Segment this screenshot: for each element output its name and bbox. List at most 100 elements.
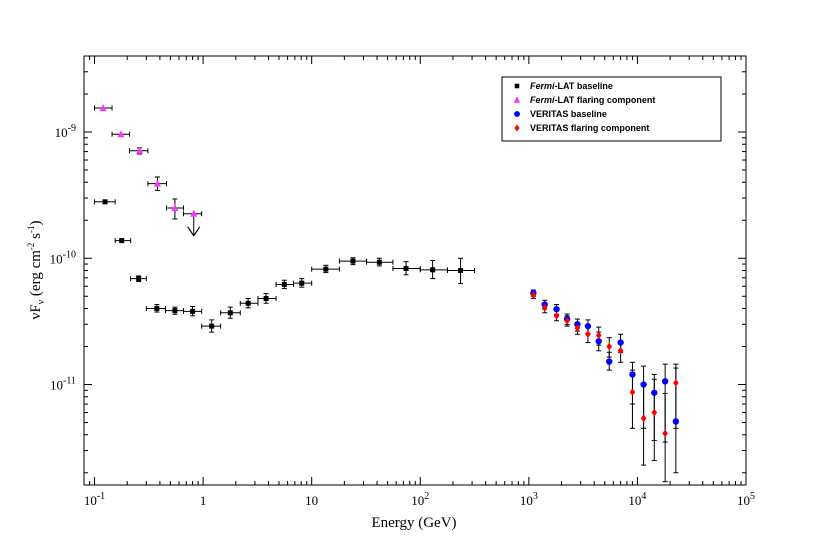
legend-entries: Fermi-LAT baseline Fermi-LAT flaring comp… — [513, 81, 655, 133]
fermi-lat-baseline-point — [136, 276, 142, 282]
legend-label: VERITAS flaring component — [530, 123, 649, 133]
x-tick-label-exp: 5 — [750, 491, 755, 502]
fermi-lat-flaring-component-point — [117, 130, 125, 138]
veritas-baseline-point — [595, 338, 602, 345]
x-tick-label-base: 10 — [737, 493, 750, 508]
fermi-lat-baseline-point — [245, 300, 251, 306]
veritas-baseline-point — [661, 378, 669, 385]
fermi-lat-flaring-component-point — [190, 209, 198, 217]
x-tick-label-base: 1 — [200, 493, 207, 508]
x-tick-label: 10 — [305, 493, 318, 508]
veritas-flaring-component-point — [651, 408, 658, 417]
fermi-lat-flaring-component-point — [99, 103, 107, 111]
veritas-baseline-point — [629, 371, 636, 378]
legend: Fermi-LAT baseline Fermi-LAT flaring comp… — [501, 76, 722, 142]
x-tick-label-exp: 2 — [424, 491, 429, 502]
y-tick-label-exp: -9 — [68, 123, 76, 134]
fermi-lat-baseline-point — [403, 265, 409, 271]
x-tick-label-exp: 4 — [641, 491, 646, 502]
axis-ticks — [83, 55, 747, 485]
veritas-flaring-component-point — [662, 429, 668, 438]
legend-label-text: VERITAS baseline — [530, 109, 607, 119]
y-tick-label: 10-9 — [55, 123, 76, 140]
legend-label: Fermi-LAT flaring component — [530, 95, 655, 105]
veritas-baseline-point — [553, 305, 560, 313]
legend-label-text: -LAT flaring component — [555, 95, 656, 105]
veritas-flaring-component-point — [673, 379, 679, 387]
x-tick-label-exp: 3 — [533, 491, 538, 502]
veritas-flaring-component-point — [595, 331, 602, 340]
fermi-lat-baseline-point — [376, 259, 382, 265]
veritas-flaring-component-point — [564, 316, 570, 325]
legend-marker-diamond — [514, 124, 520, 132]
x-tick-label-base: 10 — [628, 493, 641, 508]
legend-box — [501, 76, 722, 142]
error-bars — [94, 105, 679, 483]
x-tick-label: 10-1 — [84, 491, 105, 508]
x-tick-label: 103 — [520, 491, 538, 508]
fermi-lat-flaring-component-point — [136, 146, 144, 154]
x-tick-label: 1 — [200, 493, 207, 508]
veritas-baseline-point — [651, 389, 658, 396]
veritas-flaring-component-point — [606, 342, 613, 351]
y-axis-title: νFν (erg cm-2 s-1) — [26, 221, 47, 320]
veritas-flaring-component-point — [553, 312, 560, 320]
data-markers — [99, 103, 680, 438]
fermi-lat-baseline-point — [281, 281, 287, 287]
y-tick-label-base: 10 — [50, 378, 63, 393]
fermi-lat-baseline-point — [430, 267, 436, 273]
veritas-flaring-component-point — [640, 414, 647, 423]
fermi-lat-baseline-point — [209, 323, 215, 329]
legend-label-text: -LAT baseline — [555, 81, 613, 91]
fermi-lat-baseline-point — [299, 280, 305, 286]
legend-label: VERITAS baseline — [530, 109, 607, 119]
legend-label: Fermi-LAT baseline — [530, 81, 613, 91]
fermi-lat-baseline-point — [119, 238, 125, 244]
veritas-baseline-point — [640, 381, 647, 388]
x-tick-label: 104 — [628, 491, 646, 508]
fermi-lat-baseline-point — [172, 308, 178, 314]
fermi-lat-baseline-point — [190, 308, 196, 314]
y-axis-title-exp1: -2 — [26, 243, 36, 251]
y-axis-title-units-open: (erg cm — [28, 250, 44, 300]
veritas-baseline-point — [617, 339, 624, 346]
fermi-lat-baseline-point — [458, 268, 464, 273]
fermi-lat-baseline-point — [263, 296, 269, 302]
veritas-baseline-point — [606, 358, 613, 365]
veritas-flaring-component-point — [617, 346, 624, 355]
fermi-lat-baseline-point — [323, 266, 329, 272]
legend-label-italic: Fermi — [530, 95, 555, 105]
veritas-baseline-point — [584, 322, 592, 330]
legend-label-text: VERITAS flaring component — [530, 123, 649, 133]
fermi-lat-baseline-point — [227, 310, 233, 316]
y-axis-title-units-mid: s — [28, 233, 44, 243]
y-axis-title-sub: ν — [36, 299, 47, 304]
y-tick-label-exp: -10 — [63, 249, 76, 260]
legend-marker-triangle — [513, 96, 521, 103]
legend-marker-square — [514, 83, 520, 89]
x-tick-label: 105 — [737, 491, 755, 508]
legend-marker-circle — [514, 111, 520, 117]
veritas-flaring-component-point — [585, 330, 591, 339]
x-tick-label-exp: -1 — [97, 491, 105, 502]
fermi-lat-baseline-point — [102, 199, 108, 205]
fermi-lat-baseline-point — [154, 306, 160, 312]
veritas-flaring-component-point — [574, 324, 581, 332]
fermi-lat-flaring-component-point — [153, 179, 161, 187]
veritas-flaring-component-point — [541, 304, 548, 312]
upper-limit-arrowhead — [187, 226, 201, 237]
x-tick-label-base: 10 — [411, 493, 424, 508]
y-tick-label: 10-10 — [50, 249, 76, 266]
fermi-lat-flaring-component-point — [171, 204, 179, 212]
x-tick-label-base: 10 — [84, 493, 97, 508]
veritas-baseline-point — [672, 418, 680, 425]
y-tick-label-base: 10 — [55, 125, 68, 140]
y-axis-title-base: νF — [28, 304, 44, 319]
veritas-flaring-component-point — [629, 388, 636, 396]
x-axis-title: Energy (GeV) — [371, 515, 456, 531]
veritas-flaring-component-point — [530, 291, 537, 299]
fermi-lat-baseline-point — [350, 258, 356, 264]
y-tick-label-base: 10 — [50, 251, 63, 266]
